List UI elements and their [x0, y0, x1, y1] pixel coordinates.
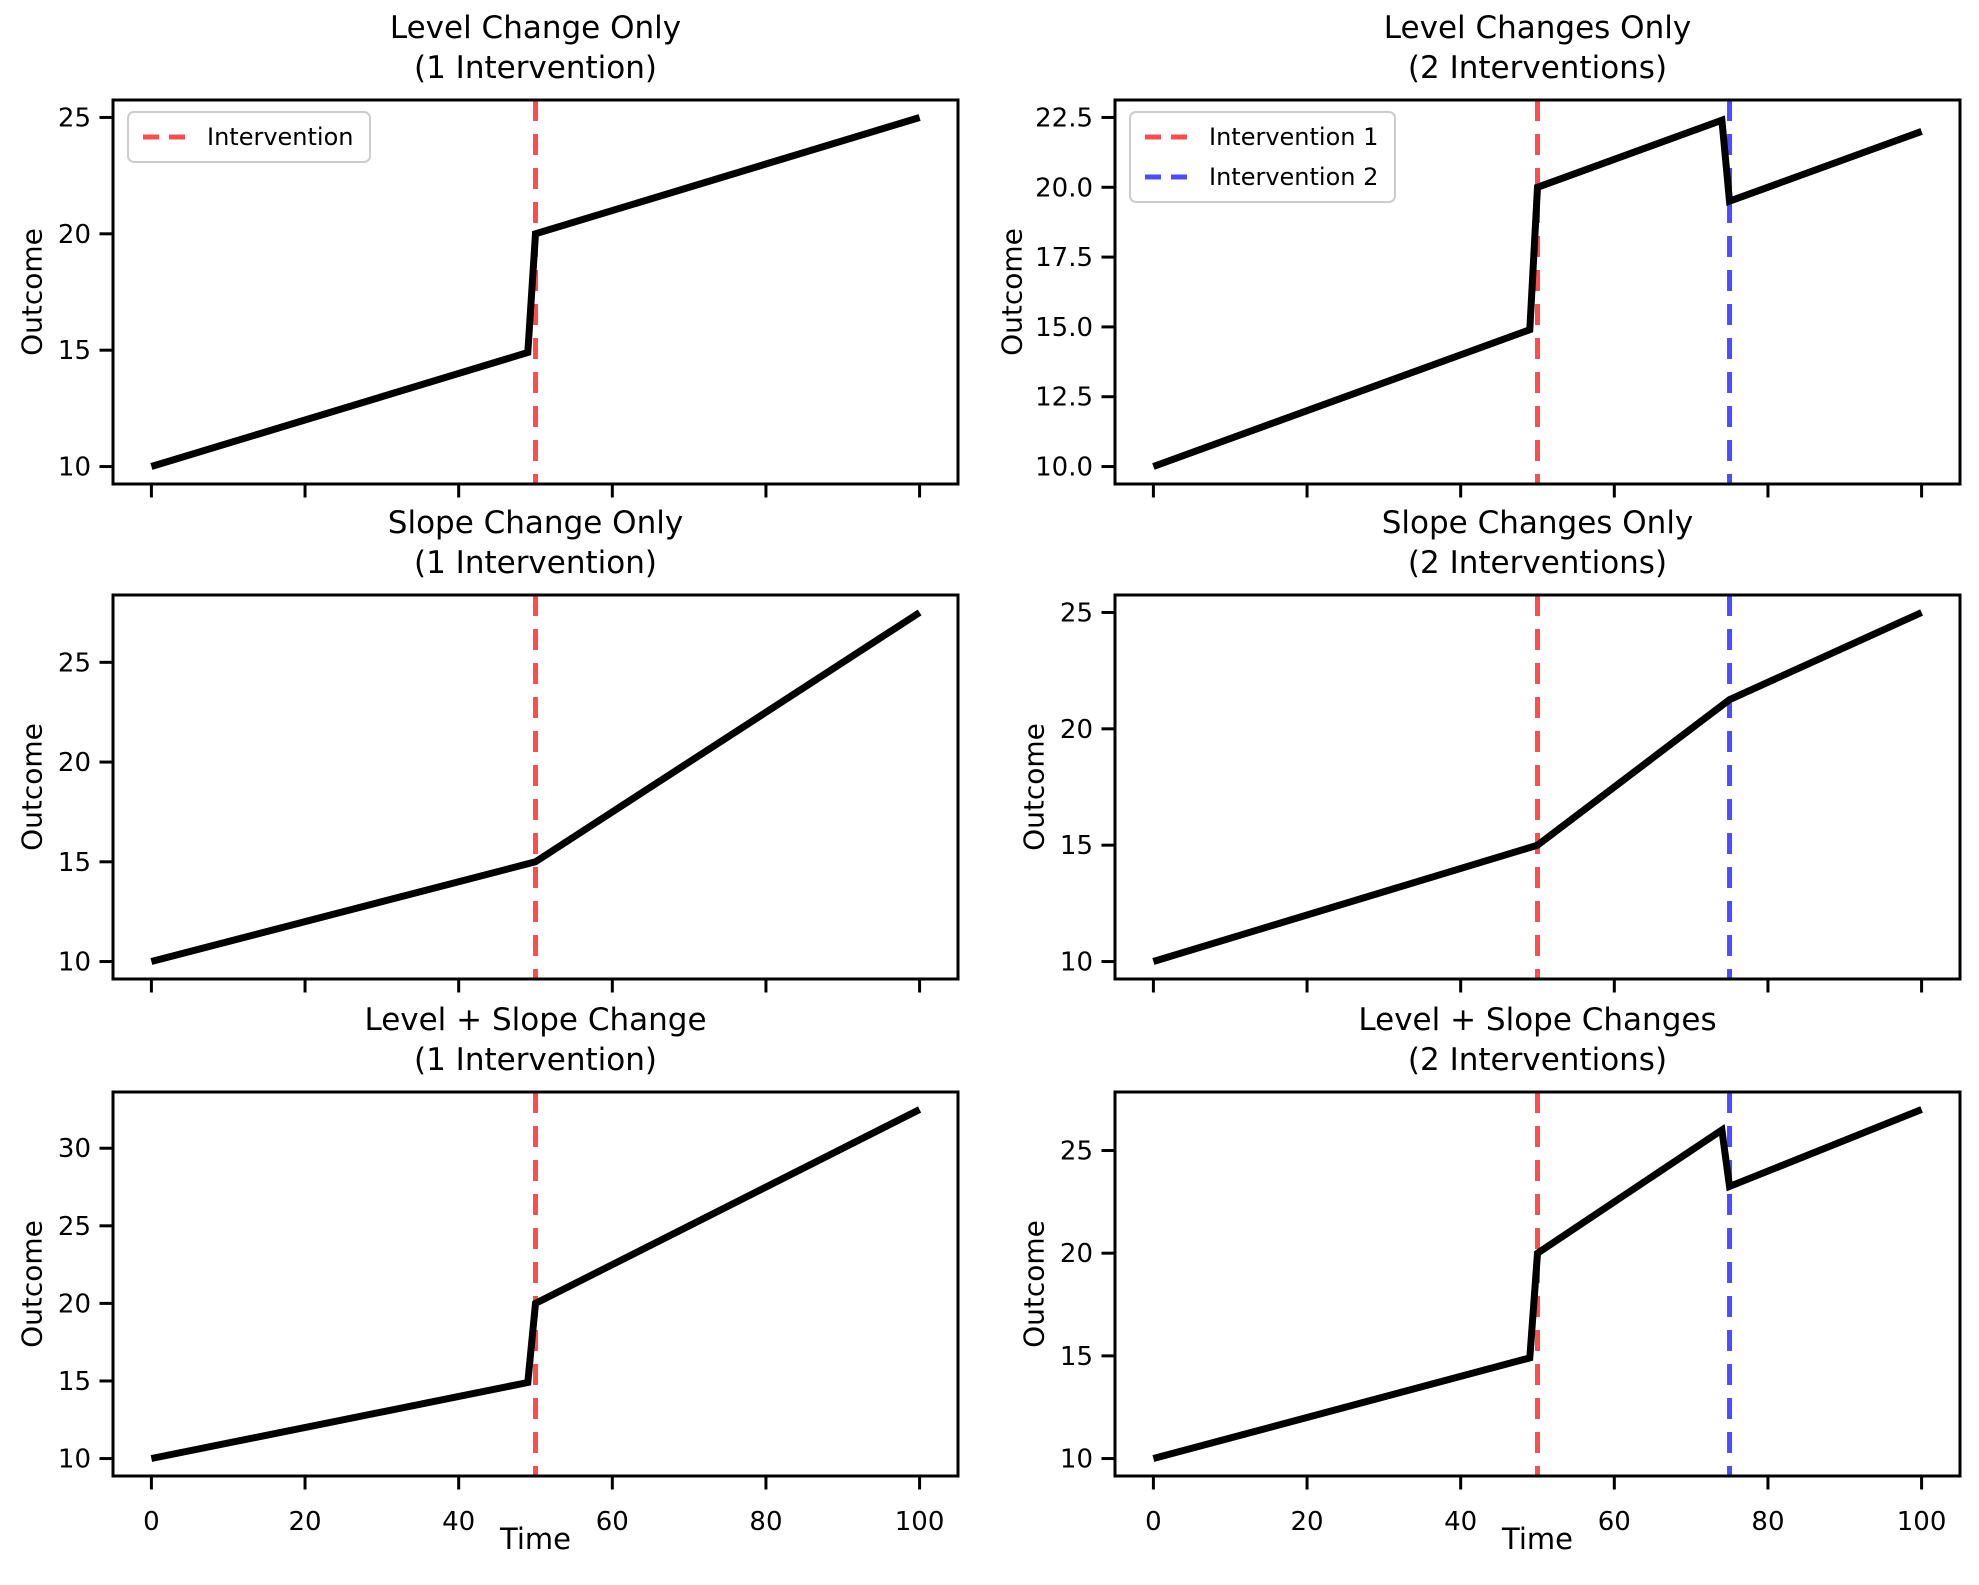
outcome-line: [1152, 115, 1923, 470]
x-tick-label: 80: [1751, 1507, 1784, 1537]
y-tick-label: 20: [1060, 715, 1093, 745]
y-tick-label: 15.0: [1035, 313, 1093, 343]
axes-spines: [1113, 593, 1962, 981]
axes-spines: [1113, 1090, 1962, 1478]
axes-panel-0: 10 15 20 25: [58, 98, 960, 498]
x-tick-label: 40: [442, 1507, 475, 1537]
legend-label: Intervention: [207, 123, 354, 151]
y-tick-label: 20: [58, 1289, 91, 1319]
y-tick-label: 15: [58, 1367, 91, 1397]
legend-entry: Intervention 2: [1143, 158, 1378, 196]
y-tick-label: 25: [58, 1212, 91, 1242]
x-axis-label: Time: [500, 1522, 571, 1556]
x-tick-label: 40: [1444, 1507, 1477, 1537]
legend-label: Intervention 2: [1209, 163, 1379, 191]
y-axis-label: Outcome: [15, 1220, 49, 1348]
axes-spines: [111, 593, 960, 981]
y-tick-label: 15: [1060, 1342, 1093, 1372]
axes-panel-1: 10.0 12.5 15.0 17.5 20.0 22.5: [1035, 98, 1962, 498]
outcome-line: [150, 1106, 922, 1462]
legend: Intervention: [127, 111, 372, 163]
subplot-title: Slope Change Only (1 Intervention): [387, 505, 684, 581]
subplot-level-changes-2: Level Changes Only (2 Interventions) Out…: [996, 0, 1960, 585]
legend-label: Intervention 1: [1209, 123, 1379, 151]
x-tick-label: 60: [596, 1507, 629, 1537]
y-tick-label: 10: [1060, 948, 1093, 978]
y-tick-label: 10: [1060, 1445, 1093, 1475]
axes-panel-2: 10 15 20 25: [58, 593, 960, 993]
subplot-slope-change-1: Slope Change Only (1 Intervention) Outco…: [0, 495, 958, 1080]
y-tick-label: 20: [58, 220, 91, 250]
x-axis-label: Time: [1502, 1522, 1573, 1556]
blue-dashed-line-sample: [1145, 174, 1189, 180]
outcome-line: [150, 609, 922, 965]
x-tick-label: 0: [1145, 1507, 1162, 1537]
y-tick-label: 25: [58, 103, 91, 133]
subplot-title: Level Changes Only (2 Interventions): [1383, 10, 1692, 86]
legend: Intervention 1 Intervention 2: [1129, 111, 1397, 203]
y-tick-label: 17.5: [1035, 243, 1093, 273]
subplot-title: Level Change Only (1 Intervention): [389, 10, 682, 86]
x-tick-label: 60: [1598, 1507, 1631, 1537]
y-axis-label: Outcome: [15, 723, 49, 851]
y-tick-label: 12.5: [1035, 383, 1093, 413]
subplot-slope-changes-2: Slope Changes Only (2 Interventions) Out…: [1002, 495, 1960, 1080]
x-tick-label: 80: [749, 1507, 782, 1537]
x-tick-label: 100: [895, 1507, 945, 1537]
subplot-title: Slope Changes Only (2 Interventions): [1381, 505, 1694, 581]
axes-panel-5: 0 20 40 60 80 100 10 15 20 25: [1060, 1090, 1962, 1537]
y-tick-label: 30: [58, 1134, 91, 1164]
red-dashed-line-sample: [143, 134, 187, 140]
red-dashed-line-sample: [1145, 134, 1189, 140]
outcome-line: [1152, 1106, 1923, 1462]
y-tick-label: 25: [1060, 1137, 1093, 1167]
axes-panel-3: 10 15 20 25: [1060, 593, 1962, 993]
y-tick-label: 25: [58, 648, 91, 678]
axes-panel-4: 0 20 40 60 80 100 10 15 20 25 30: [58, 1090, 960, 1537]
outcome-line: [150, 114, 921, 470]
subplot-level-change-1: Level Change Only (1 Intervention) Outco…: [0, 0, 958, 585]
y-tick-label: 22.5: [1035, 103, 1093, 133]
y-tick-label: 15: [58, 336, 91, 366]
x-tick-label: 0: [143, 1507, 160, 1537]
y-tick-label: 15: [58, 848, 91, 878]
y-axis-label: Outcome: [15, 228, 49, 356]
y-tick-label: 10.0: [1035, 453, 1093, 483]
y-tick-label: 10: [58, 453, 91, 483]
subplot-title: Level + Slope Change (1 Intervention): [364, 1002, 707, 1078]
y-axis-label: Outcome: [995, 228, 1029, 356]
legend-entry: Intervention 1: [1143, 118, 1378, 156]
outcome-line: [1152, 609, 1924, 965]
legend-entry: Intervention: [141, 118, 353, 156]
x-tick-label: 20: [288, 1507, 321, 1537]
axes-spines: [1113, 98, 1962, 486]
y-tick-label: 20.0: [1035, 173, 1093, 203]
y-axis-label: Outcome: [1017, 1220, 1051, 1348]
y-tick-label: 20: [58, 748, 91, 778]
axes-spines: [111, 1090, 960, 1478]
subplot-level-slope-change-1: Level + Slope Change (1 Intervention) Ou…: [0, 992, 958, 1577]
subplot-level-slope-changes-2: Level + Slope Changes (2 Interventions) …: [1002, 992, 1960, 1577]
y-tick-label: 10: [58, 1445, 91, 1475]
x-tick-label: 20: [1290, 1507, 1323, 1537]
y-tick-label: 10: [58, 948, 91, 978]
axes-spines: [111, 98, 960, 486]
y-axis-label: Outcome: [1017, 723, 1051, 851]
y-tick-label: 25: [1060, 598, 1093, 628]
x-tick-label: 100: [1897, 1507, 1947, 1537]
y-tick-label: 20: [1060, 1239, 1093, 1269]
y-tick-label: 15: [1060, 831, 1093, 861]
subplot-title: Level + Slope Changes (2 Interventions): [1358, 1002, 1717, 1078]
